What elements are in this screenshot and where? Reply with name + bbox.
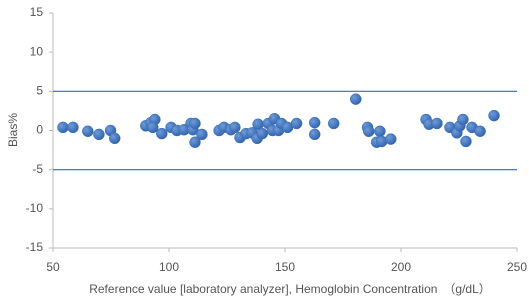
x-axis-label: Reference value [laboratory analyzer], H…: [89, 282, 491, 296]
point: [67, 122, 78, 133]
point: [196, 129, 207, 140]
point: [460, 136, 471, 147]
x-tick-label: 50: [46, 260, 60, 274]
point: [475, 126, 486, 137]
point: [189, 118, 200, 129]
point: [57, 122, 68, 133]
x-tick-label: 250: [507, 260, 527, 274]
x-tick-label: 100: [159, 260, 179, 274]
x-tick-label: 150: [275, 260, 295, 274]
point: [82, 126, 93, 137]
point: [291, 118, 302, 129]
point: [374, 126, 385, 137]
point: [109, 133, 120, 144]
y-tick-label: 15: [30, 5, 44, 19]
x-tick-label: 200: [391, 260, 411, 274]
y-tick-label: 5: [36, 84, 43, 98]
point: [363, 126, 374, 137]
point: [93, 129, 104, 140]
point: [309, 117, 320, 128]
y-tick-label: -5: [32, 162, 43, 176]
point: [489, 110, 500, 121]
point: [457, 114, 468, 125]
point: [257, 128, 268, 139]
point: [229, 122, 240, 133]
point: [431, 118, 442, 129]
point: [385, 134, 396, 145]
y-tick-label: 0: [36, 123, 43, 137]
y-tick-label: -15: [26, 240, 44, 254]
y-tick-label: 10: [30, 44, 44, 58]
point: [309, 129, 320, 140]
point: [350, 94, 361, 105]
point: [156, 128, 167, 139]
y-axis-label: Bias%: [6, 113, 20, 147]
point: [328, 118, 339, 129]
chart: Bias% Reference value [laboratory analyz…: [0, 0, 529, 301]
y-tick-label: -10: [26, 201, 44, 215]
